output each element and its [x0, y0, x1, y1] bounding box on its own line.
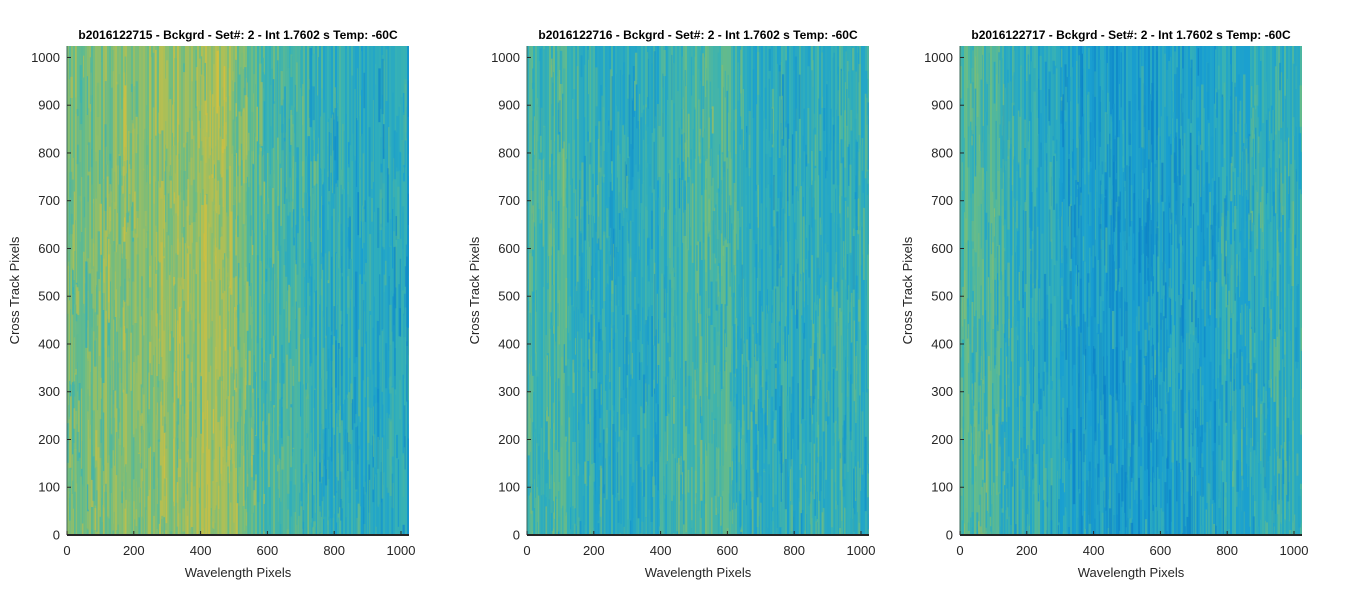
y-tick-label: 1000: [924, 50, 953, 65]
x-tick-label: 200: [123, 543, 145, 558]
x-tick-label: 600: [257, 543, 279, 558]
x-axis-label: Wavelength Pixels: [185, 565, 292, 580]
y-tick-label: 500: [38, 289, 60, 304]
chart-title: b2016122717 - Bckgrd - Set#: 2 - Int 1.7…: [971, 28, 1291, 42]
y-tick-label: 300: [931, 384, 953, 399]
x-tick-label: 800: [1216, 543, 1238, 558]
y-tick-label: 0: [53, 528, 60, 543]
y-tick-label: 300: [38, 384, 60, 399]
heatmap-image: [67, 46, 409, 535]
y-tick-label: 900: [498, 98, 520, 113]
x-tick-label: 200: [583, 543, 605, 558]
x-tick-label: 800: [783, 543, 805, 558]
y-tick-label: 700: [38, 193, 60, 208]
x-tick-label: 200: [1016, 543, 1038, 558]
y-tick-label: 900: [931, 98, 953, 113]
chart-title: b2016122716 - Bckgrd - Set#: 2 - Int 1.7…: [538, 28, 858, 42]
chart-panel-1: 0 200 400 600 800 1000 0 100 200 300 400 500 600 700 8…: [7, 28, 416, 580]
x-tick-label: 800: [323, 543, 345, 558]
y-tick-label: 0: [946, 528, 953, 543]
y-tick-label: 600: [38, 241, 60, 256]
y-tick-label: 200: [498, 432, 520, 447]
y-tick-label: 700: [931, 193, 953, 208]
heatmap-image: [960, 46, 1302, 535]
y-axis-label: Cross Track Pixels: [900, 236, 915, 344]
y-tick-label: 100: [931, 480, 953, 495]
chart-title: b2016122715 - Bckgrd - Set#: 2 - Int 1.7…: [78, 28, 398, 42]
y-tick-label: 500: [931, 289, 953, 304]
y-tick-label: 700: [498, 193, 520, 208]
x-tick-label: 400: [650, 543, 672, 558]
x-tick-label: 0: [956, 543, 963, 558]
y-tick-label: 600: [498, 241, 520, 256]
x-tick-label: 400: [1083, 543, 1105, 558]
x-tick-label: 600: [717, 543, 739, 558]
y-tick-label: 200: [931, 432, 953, 447]
y-tick-label: 400: [38, 336, 60, 351]
y-tick-label: 800: [38, 145, 60, 160]
x-tick-label: 1000: [387, 543, 416, 558]
y-tick-label: 100: [498, 480, 520, 495]
y-tick-label: 1000: [491, 50, 520, 65]
y-axis-label: Cross Track Pixels: [7, 236, 22, 344]
x-axis-label: Wavelength Pixels: [1078, 565, 1185, 580]
y-tick-label: 1000: [31, 50, 60, 65]
y-tick-label: 800: [498, 145, 520, 160]
x-tick-label: 0: [63, 543, 70, 558]
heatmap-image: [527, 46, 869, 535]
chart-panel-3: 0 200 400 600 800 1000 0 100 200 300 400 500 600 700 8…: [900, 28, 1309, 580]
x-tick-label: 600: [1150, 543, 1172, 558]
chart-panel-2: 0 200 400 600 800 1000 0 100 200 300 400 500 600 700 8…: [467, 28, 876, 580]
y-tick-label: 100: [38, 480, 60, 495]
x-tick-label: 400: [190, 543, 212, 558]
y-tick-label: 400: [931, 336, 953, 351]
x-tick-label: 1000: [1280, 543, 1309, 558]
y-axis-label: Cross Track Pixels: [467, 236, 482, 344]
y-tick-label: 200: [38, 432, 60, 447]
x-tick-label: 1000: [847, 543, 876, 558]
y-tick-label: 600: [931, 241, 953, 256]
x-axis-label: Wavelength Pixels: [645, 565, 752, 580]
x-tick-label: 0: [523, 543, 530, 558]
y-tick-label: 0: [513, 528, 520, 543]
y-tick-label: 300: [498, 384, 520, 399]
y-tick-label: 500: [498, 289, 520, 304]
y-tick-label: 900: [38, 98, 60, 113]
y-tick-label: 800: [931, 145, 953, 160]
y-tick-label: 400: [498, 336, 520, 351]
